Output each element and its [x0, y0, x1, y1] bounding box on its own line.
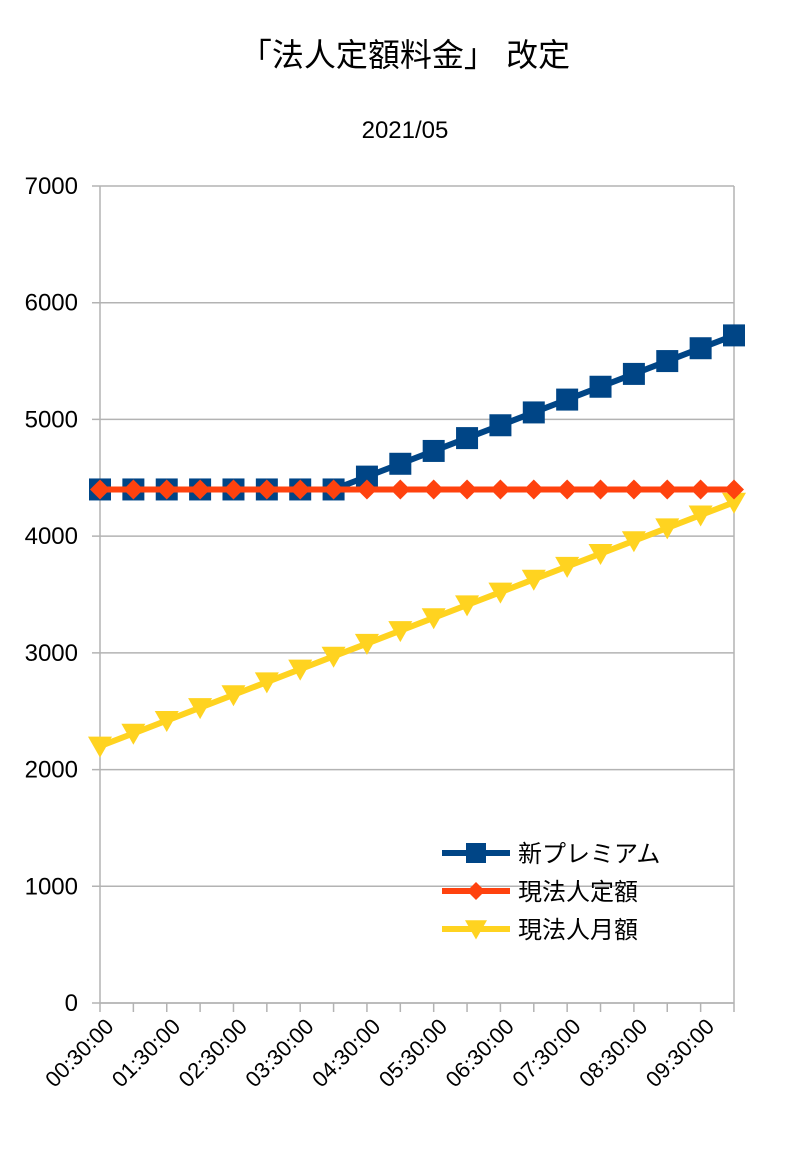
x-tick-label: 04:30:00 — [307, 1014, 385, 1092]
data-point — [723, 324, 745, 347]
data-point — [488, 582, 513, 604]
x-tick-label: 07:30:00 — [507, 1014, 585, 1092]
data-point — [590, 479, 611, 500]
x-tick-label: 08:30:00 — [574, 1014, 652, 1092]
data-point — [190, 479, 211, 500]
data-point — [466, 843, 486, 863]
data-point — [221, 685, 246, 707]
data-point — [456, 427, 479, 450]
y-tick-label: 3000 — [25, 640, 78, 667]
legend-entry: 現法人月額 — [442, 916, 638, 944]
y-tick-label: 5000 — [25, 406, 78, 433]
data-point — [589, 375, 612, 398]
data-point — [689, 337, 712, 360]
data-point — [388, 621, 413, 643]
data-point — [423, 479, 444, 500]
data-point — [90, 479, 110, 500]
series-0 — [89, 324, 745, 501]
series-1 — [90, 479, 744, 500]
series-2 — [88, 492, 746, 758]
grid-lines — [92, 185, 734, 1004]
data-point — [588, 544, 613, 566]
data-point — [656, 350, 679, 373]
legend-label: 新プレミアム — [518, 840, 660, 868]
data-point — [489, 414, 512, 437]
data-point — [457, 479, 478, 500]
legend-label: 現法人月額 — [518, 916, 638, 944]
data-point — [655, 518, 680, 540]
y-tick-label: 4000 — [25, 523, 78, 550]
x-tick-label: 02:30:00 — [174, 1014, 252, 1092]
data-point — [523, 479, 544, 500]
data-point — [724, 479, 744, 500]
y-tick-label: 6000 — [25, 290, 78, 317]
data-point — [389, 452, 412, 475]
y-tick-label: 1000 — [25, 873, 78, 900]
data-point — [522, 401, 545, 424]
data-point — [690, 479, 711, 500]
y-axis-ticks: 0 1000 2000 3000 4000 5000 6000 7000 — [25, 173, 78, 1017]
data-point — [465, 920, 487, 940]
data-point — [521, 569, 546, 591]
data-point — [621, 531, 646, 553]
data-point — [390, 479, 411, 500]
x-tick-label: 06:30:00 — [441, 1014, 519, 1092]
chart-title: 「法人定額料金」 改定 — [239, 36, 571, 74]
data-point — [422, 439, 445, 462]
x-axis-ticks: 00:30:0001:30:0002:30:0003:30:0004:30:00… — [40, 1003, 735, 1092]
data-point — [354, 633, 379, 655]
x-tick-label: 05:30:00 — [374, 1014, 452, 1092]
legend-entry: 新プレミアム — [442, 840, 660, 868]
y-tick-label: 0 — [65, 990, 78, 1017]
data-point — [557, 479, 578, 500]
legend-entry: 現法人定額 — [442, 878, 638, 906]
data-point — [421, 608, 446, 630]
legend-label: 現法人定額 — [518, 878, 638, 906]
data-point — [154, 710, 179, 732]
data-point — [455, 595, 480, 617]
data-point — [121, 723, 146, 745]
data-point — [688, 505, 713, 527]
data-point — [88, 736, 112, 758]
data-point — [355, 465, 378, 488]
data-point — [657, 479, 678, 500]
series-line — [100, 332, 736, 493]
data-point — [490, 479, 511, 500]
data-point — [290, 479, 311, 500]
x-tick-label: 01:30:00 — [107, 1014, 185, 1092]
data-point — [555, 556, 580, 578]
data-point — [623, 479, 644, 500]
data-point — [323, 479, 344, 500]
x-tick-label: 03:30:00 — [240, 1014, 318, 1092]
data-point — [223, 479, 244, 500]
y-tick-label: 7000 — [25, 173, 78, 200]
data-point — [188, 698, 213, 720]
data-point — [622, 362, 645, 385]
data-point — [722, 492, 746, 514]
chart-subtitle: 2021/05 — [361, 117, 449, 144]
x-tick-label: 09:30:00 — [641, 1014, 719, 1092]
data-point — [123, 479, 144, 500]
data-point — [254, 672, 279, 694]
axes — [99, 186, 735, 1004]
data-point — [288, 659, 313, 681]
series-layer — [88, 324, 746, 758]
x-tick-label: 00:30:00 — [40, 1014, 118, 1092]
data-point — [256, 479, 277, 500]
data-point — [321, 646, 346, 668]
data-point — [556, 388, 579, 411]
y-tick-label: 2000 — [25, 757, 78, 784]
data-point — [356, 479, 377, 500]
data-point — [156, 479, 177, 500]
data-point — [467, 882, 485, 900]
